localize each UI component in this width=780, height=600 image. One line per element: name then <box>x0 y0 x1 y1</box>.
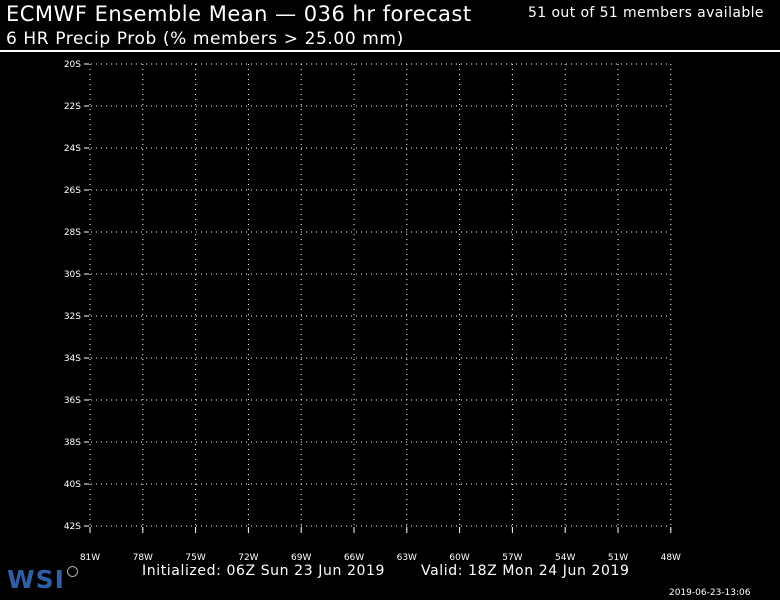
registered-icon <box>67 566 78 577</box>
valid-time: Valid: 18Z Mon 24 Jun 2019 <box>421 563 630 579</box>
map-subtitle: 6 HR Precip Prob (% members > 25.00 mm) <box>6 29 404 49</box>
latitude-label: 28S <box>64 228 81 238</box>
longitude-label: 60W <box>449 553 469 563</box>
longitude-label: 57W <box>502 553 522 563</box>
latitude-label: 34S <box>64 354 81 364</box>
latitude-label: 26S <box>64 186 81 196</box>
latitude-label: 36S <box>64 396 81 406</box>
latitude-label: 38S <box>64 438 81 448</box>
members-available: 51 out of 51 members available <box>528 5 764 21</box>
longitude-label: 48W <box>661 553 681 563</box>
latitude-label: 42S <box>64 522 81 532</box>
wsi-logo: WSI <box>7 565 65 594</box>
latitude-label: 32S <box>64 312 81 322</box>
longitude-label: 69W <box>291 553 311 563</box>
latitude-label: 20S <box>64 60 81 70</box>
longitude-label: 66W <box>344 553 364 563</box>
longitude-label: 51W <box>608 553 628 563</box>
latitude-label: 24S <box>64 144 81 154</box>
latitude-label: 22S <box>64 102 81 112</box>
longitude-label: 81W <box>80 553 100 563</box>
longitude-label: 72W <box>238 553 258 563</box>
longitude-label: 75W <box>185 553 205 563</box>
longitude-label: 63W <box>397 553 417 563</box>
latitude-label: 30S <box>64 270 81 280</box>
latitude-label: 40S <box>64 480 81 490</box>
initialized-time: Initialized: 06Z Sun 23 Jun 2019 <box>142 563 386 579</box>
longitude-label: 54W <box>555 553 575 563</box>
longitude-label: 78W <box>133 553 153 563</box>
map-title: ECMWF Ensemble Mean — 036 hr forecast <box>6 2 472 26</box>
render-timestamp: 2019-06-23-13:06 <box>669 588 751 598</box>
header-divider <box>0 50 780 52</box>
